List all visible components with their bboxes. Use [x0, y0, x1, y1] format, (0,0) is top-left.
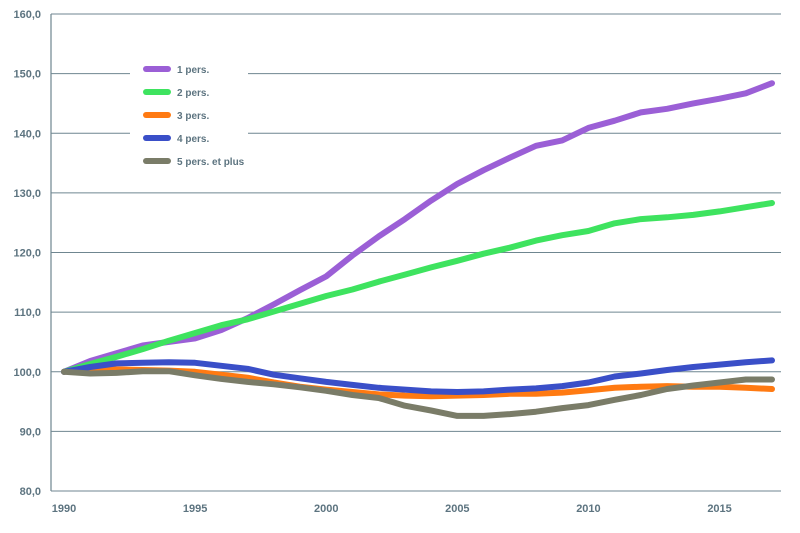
y-tick-label: 150,0 [13, 69, 41, 81]
x-tick-label: 2015 [707, 503, 731, 515]
x-tick-label: 1995 [183, 503, 207, 515]
y-tick-label: 140,0 [13, 128, 41, 140]
y-tick-label: 100,0 [13, 367, 41, 379]
series-line-1 [61, 80, 775, 375]
legend-label: 4 pers. [177, 134, 209, 145]
legend-label: 3 pers. [177, 111, 209, 122]
y-tick-label: 130,0 [13, 188, 41, 200]
y-tick-label: 110,0 [14, 307, 41, 319]
x-tick-label: 2005 [445, 503, 469, 515]
y-tick-label: 160,0 [13, 9, 41, 21]
legend-label: 2 pers. [177, 88, 209, 99]
y-tick-label: 120,0 [13, 248, 41, 260]
legend: 1 pers. 2 pers. 3 pers. 4 pers. 5 pers. et p… [130, 55, 248, 175]
series-line-2 [61, 200, 775, 375]
x-tick-label: 2010 [576, 503, 600, 515]
legend-label: 5 pers. et plus [177, 157, 245, 168]
series-line-4 [61, 357, 775, 395]
series-lines [61, 80, 775, 419]
series-line-5 [61, 368, 775, 419]
y-tick-label: 80,0 [20, 486, 41, 498]
x-tick-label: 1990 [52, 503, 76, 515]
y-tick-label: 90,0 [20, 426, 41, 438]
x-tick-labels: 1990 1995 2000 2005 2010 2015 [52, 503, 732, 515]
x-tick-label: 2000 [314, 503, 338, 515]
legend-label: 1 pers. [177, 65, 209, 76]
y-tick-labels: 80,0 90,0 100,0 110,0 120,0 130,0 140,0 150,0 16… [13, 9, 41, 498]
